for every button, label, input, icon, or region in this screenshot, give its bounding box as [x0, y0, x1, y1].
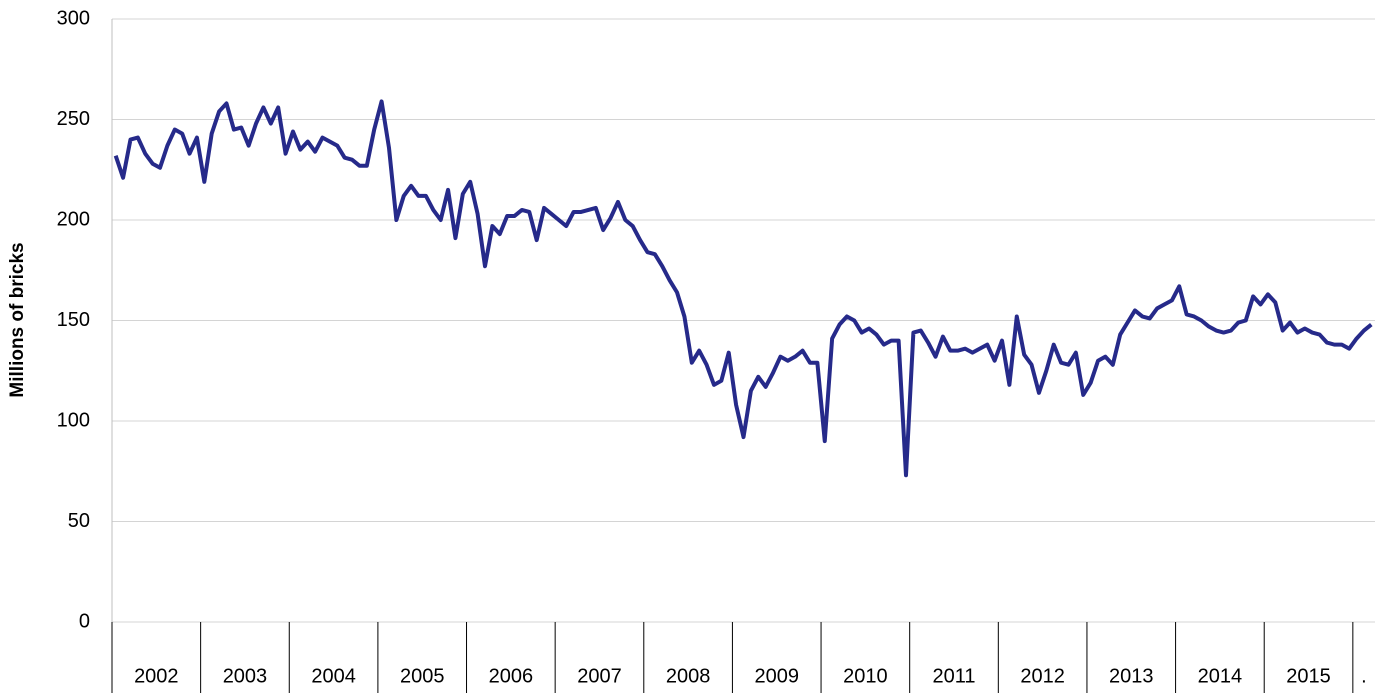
x-tick-label: 2014	[1198, 665, 1243, 687]
y-tick-label: 250	[57, 108, 90, 130]
x-tick-label: 2011	[932, 665, 975, 687]
y-tick-label: 150	[57, 309, 90, 331]
x-tick-label: 2010	[843, 665, 888, 687]
x-tick-label: 2003	[223, 665, 268, 687]
y-tick-label: 0	[79, 610, 90, 632]
x-tick-label: 2004	[311, 665, 356, 687]
x-tick-label: 2012	[1020, 665, 1065, 687]
x-tick-label: 2015	[1286, 665, 1331, 687]
x-tick-label: 2013	[1109, 665, 1154, 687]
x-tick-label: 2002	[134, 665, 179, 687]
x-tick-label: 2006	[489, 665, 534, 687]
y-tick-label: 100	[57, 409, 90, 431]
x-tick-label: 2009	[754, 665, 799, 687]
y-axis-title: Millions of bricks	[7, 242, 28, 397]
y-tick-label: 300	[57, 7, 90, 29]
x-tick-label: 2005	[400, 665, 445, 687]
x-tick-label: 2008	[666, 665, 711, 687]
y-tick-label: 200	[57, 208, 90, 230]
data-line	[113, 99, 1373, 478]
y-tick-label: 50	[68, 510, 90, 532]
x-tick-label: .	[1361, 665, 1367, 687]
x-tick-label: 2007	[577, 665, 622, 687]
